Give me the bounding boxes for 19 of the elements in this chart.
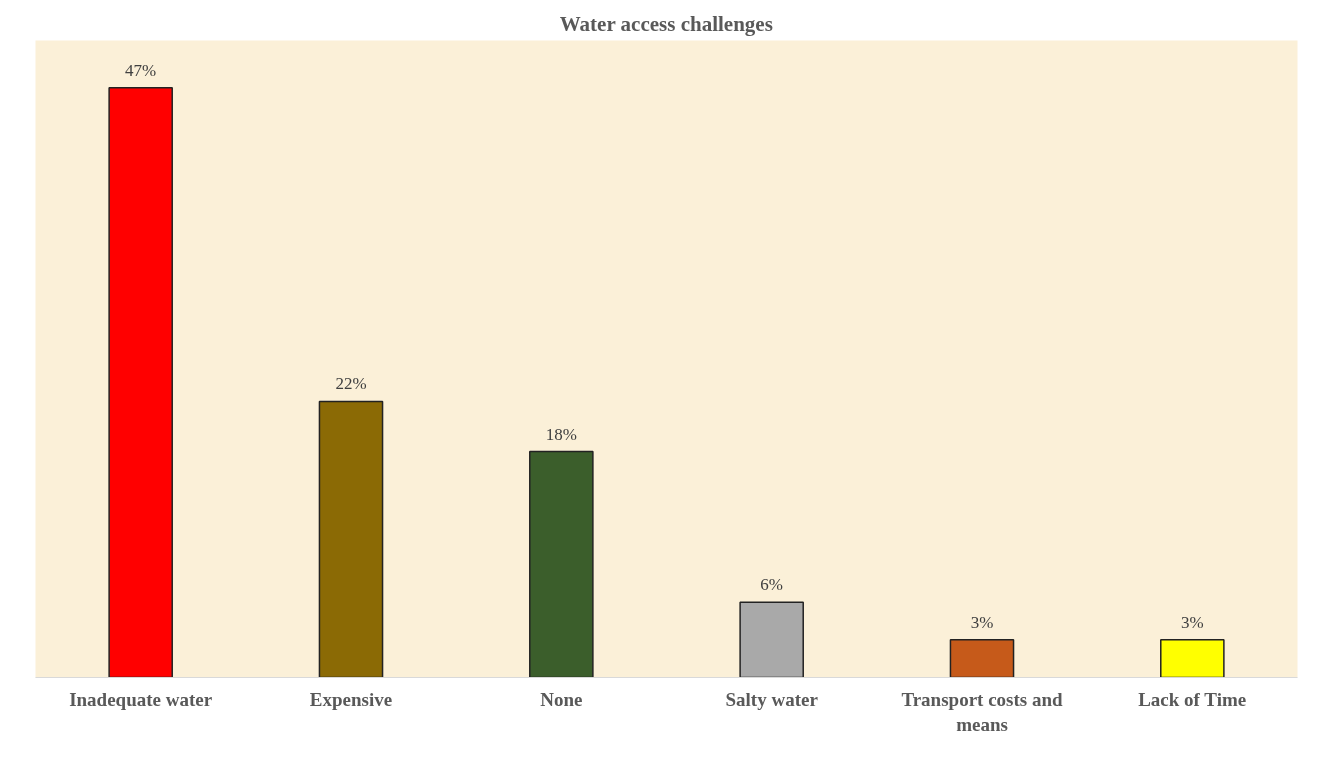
data-label: 18% [545, 424, 577, 444]
x-tick-label: Salty water [725, 688, 819, 710]
bar [318, 400, 384, 678]
data-label: 47% [125, 60, 157, 80]
bar [1160, 639, 1225, 678]
bar [949, 639, 1015, 678]
bar [529, 450, 594, 678]
bar [739, 601, 804, 678]
data-label: 3% [1181, 612, 1204, 632]
chart-title: Water access challenges [559, 11, 773, 36]
x-tick-label: Inadequate water [69, 688, 213, 710]
x-tick-label: Lack of Time [1138, 688, 1247, 710]
x-tick-label: Expensive [309, 688, 393, 710]
data-label: 3% [970, 612, 994, 632]
x-tick-label: Transport costs and means [901, 688, 1064, 735]
bar [108, 86, 173, 678]
x-tick-label: None [540, 688, 583, 710]
data-label: 22% [335, 374, 367, 394]
data-label: 6% [760, 575, 784, 595]
